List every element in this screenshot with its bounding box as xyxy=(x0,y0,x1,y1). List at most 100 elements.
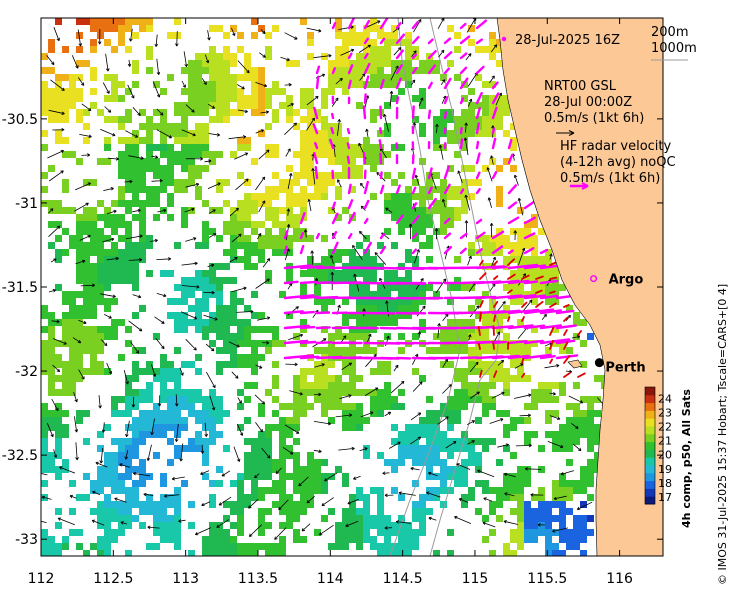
sst-pixel xyxy=(146,123,153,130)
model-vector xyxy=(205,343,215,352)
sst-pixel xyxy=(447,473,454,480)
radar-vector xyxy=(283,354,315,360)
sst-pixel xyxy=(251,67,258,74)
sst-pixel xyxy=(181,179,188,186)
sst-pixel xyxy=(405,249,412,256)
sst-pixel xyxy=(188,81,195,88)
sst-pixel xyxy=(97,550,104,556)
sst-pixel xyxy=(216,95,223,102)
sst-pixel xyxy=(363,256,370,263)
radar-vector xyxy=(475,140,480,150)
model-vector xyxy=(274,527,287,540)
radar-vector xyxy=(411,66,418,75)
sst-pixel xyxy=(188,501,195,508)
sst-pixel xyxy=(223,179,230,186)
sst-pixel xyxy=(321,298,328,305)
model-vector xyxy=(544,364,560,369)
radar-vector xyxy=(443,183,451,195)
sst-pixel xyxy=(230,480,237,487)
sst-pixel xyxy=(223,88,230,95)
sst-pixel xyxy=(209,277,216,284)
sst-pixel xyxy=(181,165,188,172)
model-vector xyxy=(553,495,567,501)
sst-pixel xyxy=(391,39,398,46)
sst-pixel xyxy=(48,116,55,123)
sst-pixel xyxy=(363,46,370,53)
sst-pixel xyxy=(48,46,55,53)
sst-pixel xyxy=(363,452,370,459)
model-vector xyxy=(465,53,472,61)
sst-pixel xyxy=(447,487,454,494)
sst-pixel xyxy=(335,32,342,39)
model-vector xyxy=(206,371,216,389)
sst-pixel xyxy=(398,529,405,536)
sst-pixel xyxy=(363,151,370,158)
model-vector xyxy=(437,416,449,425)
sst-pixel xyxy=(321,151,328,158)
sst-pixel xyxy=(587,424,594,431)
model-vector xyxy=(467,440,475,445)
sst-pixel xyxy=(167,529,174,536)
sst-pixel xyxy=(111,298,118,305)
radar-vector xyxy=(427,81,433,90)
sst-pixel xyxy=(391,319,398,326)
sst-pixel xyxy=(230,291,237,298)
sst-pixel xyxy=(307,179,314,186)
sst-pixel xyxy=(370,396,377,403)
sst-pixel xyxy=(83,284,90,291)
sst-pixel xyxy=(62,116,69,123)
sst-pixel xyxy=(314,193,321,200)
sst-pixel xyxy=(293,529,300,536)
radar-vector xyxy=(347,52,353,60)
sst-pixel xyxy=(405,550,412,556)
sst-pixel xyxy=(258,515,265,522)
model-vector xyxy=(383,113,389,132)
sst-pixel xyxy=(209,417,216,424)
sst-pixel xyxy=(447,529,454,536)
model-vector xyxy=(79,234,91,241)
sst-pixel xyxy=(370,291,377,298)
sst-pixel xyxy=(244,438,251,445)
sst-pixel xyxy=(496,410,503,417)
sst-pixel xyxy=(258,410,265,417)
sst-pixel xyxy=(398,298,405,305)
sst-pixel xyxy=(153,375,160,382)
sst-pixel xyxy=(55,452,62,459)
sst-pixel xyxy=(321,95,328,102)
sst-pixel xyxy=(489,508,496,515)
sst-pixel xyxy=(293,151,300,158)
model-vector xyxy=(103,313,112,319)
sst-pixel xyxy=(188,60,195,67)
sst-pixel xyxy=(489,403,496,410)
sst-pixel xyxy=(258,494,265,501)
radar-vector xyxy=(299,280,318,285)
land-western-australia xyxy=(496,18,663,556)
model-vector xyxy=(229,257,238,263)
sst-pixel xyxy=(251,95,258,102)
sst-pixel xyxy=(328,508,335,515)
sst-pixel xyxy=(258,431,265,438)
sst-pixel xyxy=(76,354,83,361)
sst-pixel xyxy=(251,382,258,389)
sst-pixel xyxy=(62,186,69,193)
x-tick-label: 112 xyxy=(28,571,55,587)
sst-pixel xyxy=(167,193,174,200)
radar-vector-red xyxy=(563,354,571,364)
radar-vector xyxy=(459,356,479,360)
sst-pixel xyxy=(531,389,538,396)
sst-pixel xyxy=(300,207,307,214)
sst-pixel xyxy=(251,263,258,270)
sst-pixel xyxy=(251,550,258,556)
model-vector xyxy=(287,173,293,190)
sst-pixel xyxy=(272,382,279,389)
sst-pixel xyxy=(587,438,594,445)
sst-pixel xyxy=(160,389,167,396)
sst-pixel xyxy=(167,459,174,466)
sst-pixel xyxy=(384,396,391,403)
sst-pixel xyxy=(454,74,461,81)
sst-pixel xyxy=(153,424,160,431)
sst-pixel xyxy=(48,424,55,431)
sst-pixel xyxy=(90,340,97,347)
sst-pixel xyxy=(419,67,426,74)
sst-pixel xyxy=(181,480,188,487)
